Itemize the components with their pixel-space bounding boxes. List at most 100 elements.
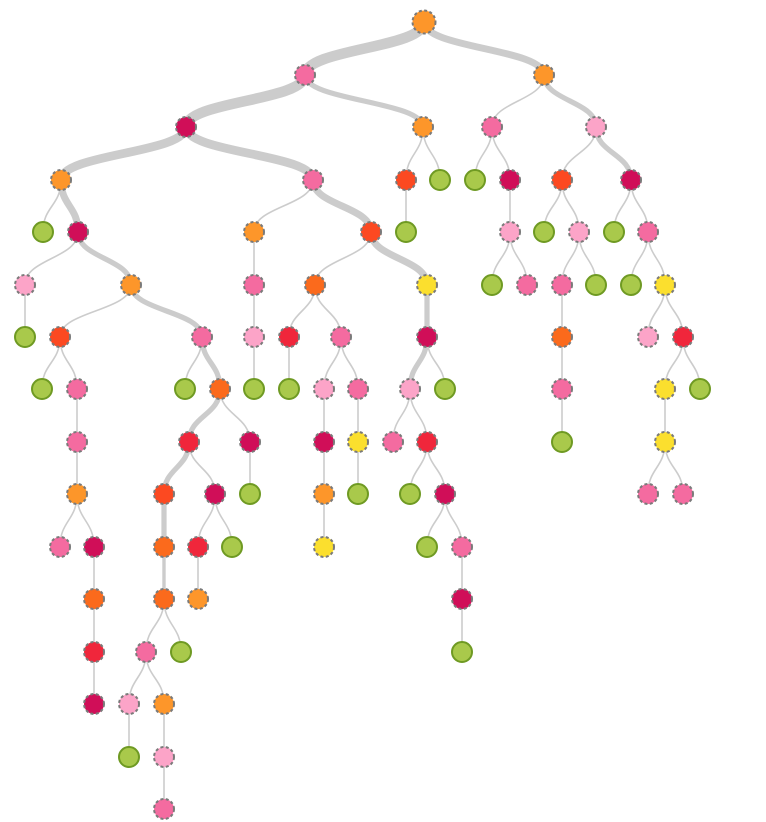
tree-node[interactable] (50, 169, 72, 191)
tree-node[interactable] (178, 431, 200, 453)
leaf-node[interactable] (14, 326, 36, 348)
leaf-node[interactable] (464, 169, 486, 191)
tree-node[interactable] (153, 536, 175, 558)
leaf-node[interactable] (416, 536, 438, 558)
leaf-node[interactable] (620, 274, 642, 296)
tree-node[interactable] (313, 431, 335, 453)
tree-node[interactable] (313, 483, 335, 505)
tree-node[interactable] (499, 169, 521, 191)
tree-node[interactable] (239, 431, 261, 453)
leaf-node[interactable] (347, 483, 369, 505)
tree-node[interactable] (83, 641, 105, 663)
tree-node[interactable] (83, 588, 105, 610)
tree-node[interactable] (672, 483, 694, 505)
tree-node[interactable] (83, 536, 105, 558)
tree-node[interactable] (66, 431, 88, 453)
leaf-node[interactable] (221, 536, 243, 558)
tree-node[interactable] (187, 536, 209, 558)
tree-node[interactable] (654, 378, 676, 400)
tree-node[interactable] (347, 378, 369, 400)
tree-node[interactable] (434, 483, 456, 505)
tree-node[interactable] (395, 169, 417, 191)
leaf-node[interactable] (243, 378, 265, 400)
tree-node[interactable] (243, 326, 265, 348)
tree-node[interactable] (416, 431, 438, 453)
tree-node[interactable] (209, 378, 231, 400)
tree-node[interactable] (399, 378, 421, 400)
tree-node[interactable] (637, 326, 659, 348)
tree-node[interactable] (302, 169, 324, 191)
tree-node[interactable] (153, 693, 175, 715)
tree-node[interactable] (347, 431, 369, 453)
tree-node[interactable] (120, 274, 142, 296)
tree-node[interactable] (187, 588, 209, 610)
tree-node[interactable] (153, 588, 175, 610)
tree-node[interactable] (49, 326, 71, 348)
tree-node[interactable] (416, 274, 438, 296)
tree-node[interactable] (153, 746, 175, 768)
tree-node[interactable] (620, 169, 642, 191)
tree-node[interactable] (654, 431, 676, 453)
leaf-node[interactable] (32, 221, 54, 243)
tree-node[interactable] (568, 221, 590, 243)
leaf-node[interactable] (31, 378, 53, 400)
tree-node[interactable] (551, 169, 573, 191)
leaf-node[interactable] (603, 221, 625, 243)
tree-node[interactable] (499, 221, 521, 243)
leaf-node[interactable] (278, 378, 300, 400)
leaf-node[interactable] (170, 641, 192, 663)
tree-node[interactable] (243, 274, 265, 296)
tree-node[interactable] (243, 221, 265, 243)
tree-node[interactable] (14, 274, 36, 296)
tree-node[interactable] (330, 326, 352, 348)
tree-node[interactable] (153, 483, 175, 505)
tree-node[interactable] (516, 274, 538, 296)
tree-node[interactable] (313, 536, 335, 558)
leaf-node[interactable] (551, 431, 573, 453)
leaf-node[interactable] (118, 746, 140, 768)
leaf-node[interactable] (451, 641, 473, 663)
tree-node[interactable] (637, 483, 659, 505)
tree-node[interactable] (360, 221, 382, 243)
tree-node[interactable] (135, 641, 157, 663)
tree-node[interactable] (451, 588, 473, 610)
tree-node[interactable] (672, 326, 694, 348)
root-node[interactable] (411, 9, 437, 35)
leaf-node[interactable] (689, 378, 711, 400)
tree-node[interactable] (66, 378, 88, 400)
tree-node[interactable] (637, 221, 659, 243)
tree-node[interactable] (175, 116, 197, 138)
tree-node[interactable] (416, 326, 438, 348)
tree-node[interactable] (153, 798, 175, 820)
tree-node[interactable] (533, 64, 555, 86)
tree-node[interactable] (313, 378, 335, 400)
leaf-node[interactable] (585, 274, 607, 296)
tree-node[interactable] (118, 693, 140, 715)
leaf-node[interactable] (174, 378, 196, 400)
leaf-node[interactable] (434, 378, 456, 400)
tree-node[interactable] (412, 116, 434, 138)
leaf-node[interactable] (533, 221, 555, 243)
leaf-node[interactable] (399, 483, 421, 505)
tree-node[interactable] (451, 536, 473, 558)
tree-node[interactable] (49, 536, 71, 558)
tree-node[interactable] (551, 378, 573, 400)
tree-node[interactable] (654, 274, 676, 296)
tree-node[interactable] (551, 326, 573, 348)
tree-node[interactable] (66, 483, 88, 505)
tree-node[interactable] (304, 274, 326, 296)
tree-node[interactable] (278, 326, 300, 348)
tree-node[interactable] (382, 431, 404, 453)
leaf-node[interactable] (481, 274, 503, 296)
tree-node[interactable] (294, 64, 316, 86)
tree-node[interactable] (191, 326, 213, 348)
tree-node[interactable] (67, 221, 89, 243)
leaf-node[interactable] (429, 169, 451, 191)
leaf-node[interactable] (395, 221, 417, 243)
tree-node[interactable] (204, 483, 226, 505)
tree-node[interactable] (551, 274, 573, 296)
tree-node[interactable] (585, 116, 607, 138)
tree-node[interactable] (481, 116, 503, 138)
leaf-node[interactable] (239, 483, 261, 505)
tree-node[interactable] (83, 693, 105, 715)
